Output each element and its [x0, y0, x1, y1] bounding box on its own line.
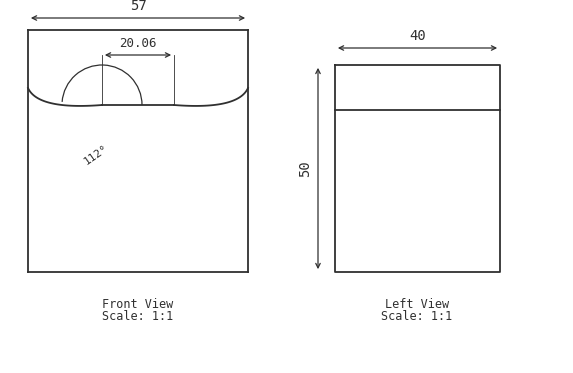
Text: 57: 57: [129, 0, 146, 13]
Text: 112°: 112°: [82, 143, 110, 167]
Text: Front View: Front View: [103, 298, 174, 311]
Text: 40: 40: [409, 29, 426, 43]
Text: 20.06: 20.06: [119, 37, 157, 50]
Text: 50: 50: [298, 160, 312, 177]
Text: Scale: 1:1: Scale: 1:1: [103, 310, 174, 323]
Text: Scale: 1:1: Scale: 1:1: [382, 310, 453, 323]
Text: Left View: Left View: [385, 298, 449, 311]
